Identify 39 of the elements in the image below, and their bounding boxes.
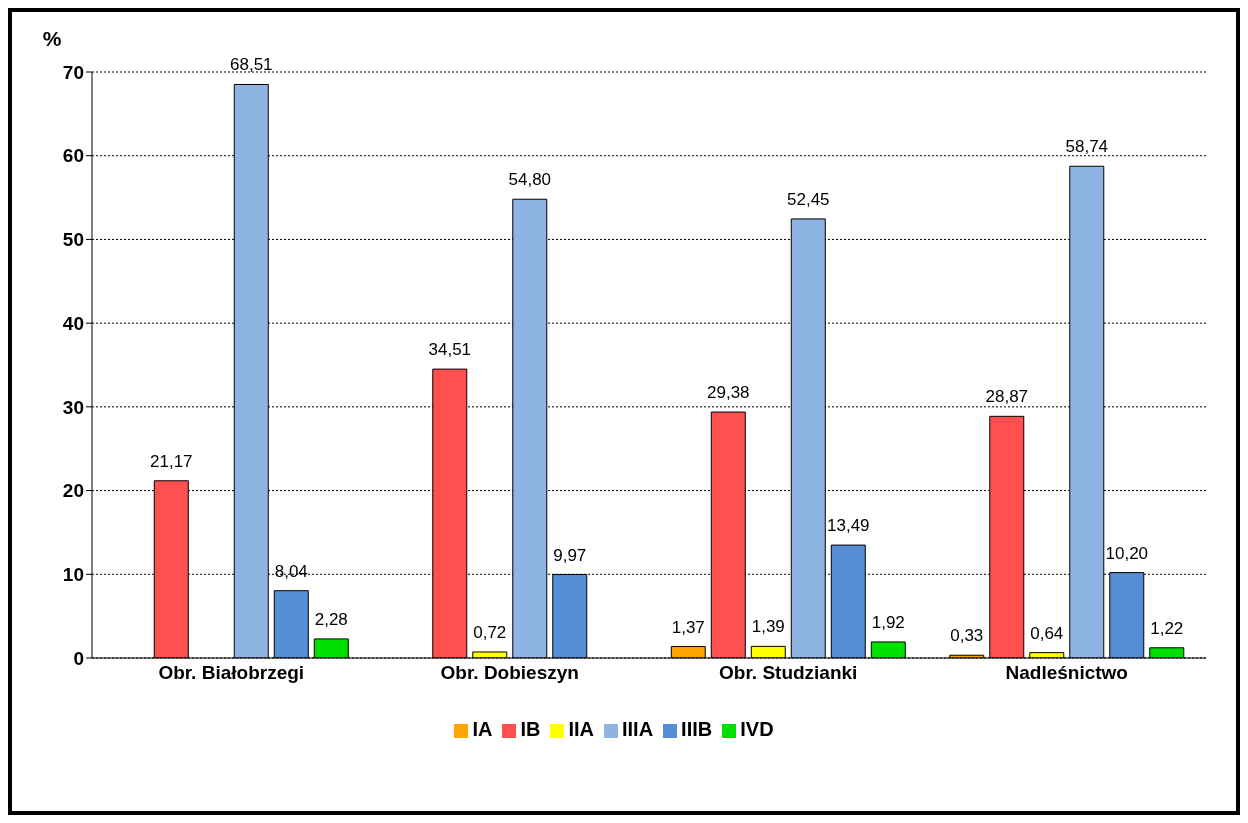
data-label: 1,92 [871,612,905,632]
data-label: 34,51 [428,340,472,360]
data-label: 29,38 [707,383,750,403]
data-label: 0,33 [950,626,984,646]
y-tick-label: 0 [73,647,84,669]
y-tick-label: 40 [62,312,84,334]
data-label: 52,45 [787,189,830,209]
legend-label: IIA [568,718,594,740]
y-tick-label: 10 [62,564,84,586]
data-label: 54,80 [508,170,552,190]
data-label: 1,37 [671,617,705,637]
x-tick-label: Obr. Dobieszyn [440,662,579,684]
x-tick-label: Obr. Studzianki [719,662,858,684]
data-label: 28,87 [985,387,1029,407]
y-tick-label: 50 [62,229,84,251]
data-label: 10,20 [1105,543,1149,563]
y-tick-label: 30 [62,396,84,418]
y-axis-title: % [42,27,62,50]
data-label: 21,17 [150,451,193,471]
data-label: 13,49 [827,516,870,536]
data-label: 58,74 [1065,137,1109,157]
data-label: 68,51 [230,55,273,75]
x-tick-label: Nadleśnictwo [1005,662,1128,684]
data-label: 0,64 [1030,623,1064,643]
data-label: 2,28 [314,609,348,629]
data-label: 0,72 [473,622,507,642]
y-tick-label: 60 [62,145,84,167]
legend-label: IVD [740,718,774,740]
y-tick-label: 20 [62,480,84,502]
x-tick-label: Obr. Białobrzegi [158,662,305,684]
legend-label: IB [520,718,541,740]
data-label: 8,04 [274,561,308,581]
legend-label: IA [472,718,493,740]
data-label: 1,22 [1150,618,1184,638]
y-tick-label: 70 [62,61,84,83]
data-label: 1,39 [751,617,785,637]
legend-label: IIIB [681,718,713,740]
data-label: 9,97 [553,545,587,565]
legend-label: IIIA [621,718,654,740]
